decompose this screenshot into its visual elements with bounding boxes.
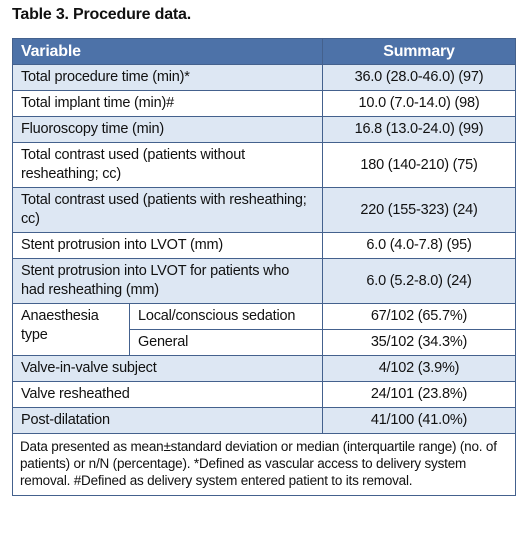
- group-cell: Anaesthesia type: [12, 303, 130, 356]
- header-cell: Variable: [12, 38, 323, 65]
- table-title: Table 3. Procedure data.: [12, 6, 191, 23]
- summary-cell: 10.0 (7.0-14.0) (98): [322, 90, 516, 117]
- summary-cell: 36.0 (28.0-46.0) (97): [322, 64, 516, 91]
- summary-cell: 220 (155-323) (24): [322, 187, 516, 233]
- footnote: Data presented as mean±standard deviatio…: [12, 433, 516, 496]
- summary-cell: 6.0 (5.2-8.0) (24): [322, 258, 516, 304]
- variable-cell: Total implant time (min)#: [12, 90, 323, 117]
- variable-cell: Stent protrusion into LVOT for patients …: [12, 258, 323, 304]
- table-row: Stent protrusion into LVOT for patients …: [12, 258, 516, 304]
- table-row: Total procedure time (min)* 36.0 (28.0-46…: [12, 64, 516, 91]
- variable-cell: Stent protrusion into LVOT (mm): [12, 232, 323, 259]
- table-row: Total contrast used (patients without re…: [12, 142, 516, 188]
- header-row: Variable Summary: [12, 38, 516, 65]
- subvariable-cell: Local/conscious sedation: [129, 303, 323, 330]
- variable-cell: Fluoroscopy time (min): [12, 116, 323, 143]
- header-cell: Summary: [322, 38, 516, 65]
- variable-cell: Total procedure time (min)*: [12, 64, 323, 91]
- table-row: General 35/102 (34.3%): [13, 329, 516, 356]
- table-row: Valve-in-valve subject 4/102 (3.9%): [12, 355, 516, 382]
- table-row: Post-dilatation 41/100 (41.0%): [12, 407, 516, 434]
- summary-cell: 35/102 (34.3%): [322, 329, 516, 356]
- table-row: Total contrast used (patients with reshe…: [12, 187, 516, 233]
- table-row: Fluoroscopy time (min) 16.8 (13.0-24.0) (…: [12, 116, 516, 143]
- variable-cell: Total contrast used (patients with reshe…: [12, 187, 323, 233]
- table-row: Valve resheathed 24/101 (23.8%): [12, 381, 516, 408]
- table-row: Total implant time (min)# 10.0 (7.0-14.0)…: [12, 90, 516, 117]
- table-row: Stent protrusion into LVOT (mm) 6.0 (4.0-…: [12, 232, 516, 259]
- summary-cell: 16.8 (13.0-24.0) (99): [322, 116, 516, 143]
- summary-cell: 4/102 (3.9%): [322, 355, 516, 382]
- subvariable-cell: General: [129, 329, 323, 356]
- footnote-row: Data presented as mean±standard deviatio…: [12, 433, 516, 496]
- table-row: Anaesthesia type Local/conscious sedation…: [12, 303, 516, 356]
- summary-cell: 41/100 (41.0%): [322, 407, 516, 434]
- variable-cell: Post-dilatation: [12, 407, 323, 434]
- variable-cell: Valve resheathed: [12, 381, 323, 408]
- variable-cell: Valve-in-valve subject: [12, 355, 323, 382]
- summary-cell: 6.0 (4.0-7.8) (95): [322, 232, 516, 259]
- variable-cell: Total contrast used (patients without re…: [12, 142, 323, 188]
- summary-cell: 24/101 (23.8%): [322, 381, 516, 408]
- summary-cell: 67/102 (65.7%): [322, 303, 516, 330]
- procedure-table: Variable Summary Total procedure time (m…: [12, 38, 516, 496]
- summary-cell: 180 (140-210) (75): [322, 142, 516, 188]
